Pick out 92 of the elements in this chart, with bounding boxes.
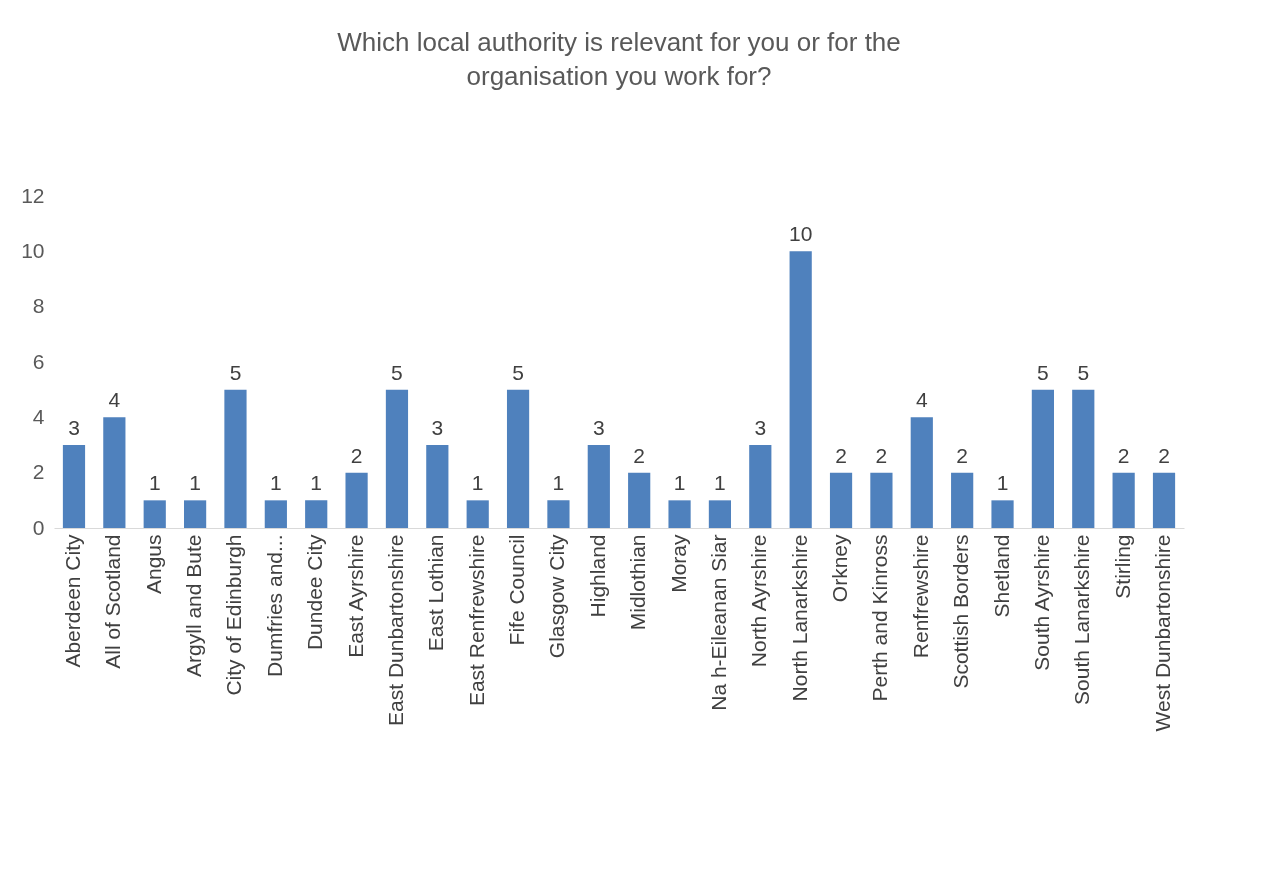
data-label: 5 xyxy=(1037,360,1049,384)
data-label: 5 xyxy=(512,360,524,384)
data-label: 1 xyxy=(189,471,201,495)
x-tick-label: Moray xyxy=(666,534,690,593)
bar xyxy=(1072,389,1095,528)
x-tick-label: Highland xyxy=(585,534,609,618)
y-tick-label: 6 xyxy=(32,349,45,373)
x-tick-label: West Dunbartonshire xyxy=(1151,534,1175,732)
data-label: 1 xyxy=(148,471,161,495)
x-tick-label: East Lothian xyxy=(424,534,448,652)
data-label: 1 xyxy=(310,471,323,495)
x-tick-label: City of Edinburgh xyxy=(222,534,246,696)
bar xyxy=(62,445,86,528)
bar xyxy=(1031,389,1054,528)
bar xyxy=(385,389,409,528)
x-tick-label: Glasgow City xyxy=(545,534,569,659)
data-label: 1 xyxy=(552,471,565,495)
data-label: 1 xyxy=(270,471,282,495)
x-tick-label: Scottish Borders xyxy=(949,534,973,689)
x-tick-label: Fife Council xyxy=(505,534,529,646)
bar xyxy=(1152,472,1176,528)
x-tick-label: East Renfrewshire xyxy=(464,534,488,707)
bar xyxy=(951,472,974,528)
y-tick-label: 8 xyxy=(32,294,45,318)
data-label: 1 xyxy=(996,471,1009,495)
x-tick-label: South Ayrshire xyxy=(1029,534,1053,671)
chart-title: Which local authority is relevant for you or for the organisation you work for? xyxy=(337,27,901,91)
data-label: 4 xyxy=(915,388,928,412)
bar xyxy=(466,500,489,528)
x-tick-label: All of Scotland xyxy=(101,534,125,669)
data-label: 2 xyxy=(1117,443,1130,467)
bar xyxy=(103,417,126,528)
data-label: 3 xyxy=(592,416,605,439)
bar xyxy=(224,389,247,528)
data-label: 1 xyxy=(714,471,726,495)
data-label: 2 xyxy=(956,443,968,467)
x-tick-label: Dumfries and... xyxy=(262,534,286,677)
bar xyxy=(587,445,610,528)
bar xyxy=(426,445,449,528)
x-tick-label: North Ayrshire xyxy=(747,534,771,668)
bar xyxy=(1112,472,1135,528)
y-tick-label: 10 xyxy=(21,238,45,262)
data-label: 4 xyxy=(108,388,121,412)
bar xyxy=(789,251,812,528)
bar xyxy=(829,472,853,528)
x-tick-label: East Dunbartonshire xyxy=(383,534,407,726)
y-tick-label: 0 xyxy=(32,515,45,539)
data-label: 2 xyxy=(633,443,646,467)
x-tick-label: Perth and Kinross xyxy=(868,534,892,702)
x-tick-label: Na h-Eileanan Siar xyxy=(706,534,730,711)
data-label: 5 xyxy=(1077,360,1090,384)
data-label: 1 xyxy=(673,471,686,495)
bar xyxy=(506,389,530,528)
data-label: 10 xyxy=(788,222,813,246)
x-tick-label: Angus xyxy=(141,534,165,595)
bar xyxy=(264,500,287,528)
data-label: 1 xyxy=(471,471,484,495)
data-label: 3 xyxy=(68,416,80,439)
x-tick-label: Aberdeen City xyxy=(60,534,84,668)
data-label: 5 xyxy=(229,360,242,384)
bar xyxy=(345,472,368,528)
data-label: 3 xyxy=(754,416,767,439)
x-tick-label: Stirling xyxy=(1110,534,1134,599)
data-label: 2 xyxy=(1158,443,1170,467)
x-tick-label: East Ayrshire xyxy=(343,534,367,658)
bar xyxy=(628,472,651,528)
y-tick-label: 4 xyxy=(32,404,45,428)
bar xyxy=(547,500,570,528)
data-label: 2 xyxy=(350,443,363,467)
bar xyxy=(749,445,772,528)
data-label: 5 xyxy=(391,360,403,384)
bar xyxy=(143,500,166,528)
bar xyxy=(668,500,691,528)
x-tick-label: Argyll and Bute xyxy=(182,534,206,677)
bar xyxy=(184,500,207,528)
bar xyxy=(305,500,328,528)
y-tick-label: 2 xyxy=(32,460,45,484)
bar xyxy=(708,500,732,528)
data-label: 2 xyxy=(875,443,888,467)
x-tick-label: Dundee City xyxy=(303,534,327,651)
x-tick-label: Midlothian xyxy=(626,534,650,631)
x-tick-label: Orkney xyxy=(828,534,852,603)
x-tick-label: Shetland xyxy=(989,534,1013,618)
x-tick-label: North Lanarkshire xyxy=(787,534,811,702)
x-tick-label: Renfrewshire xyxy=(908,534,932,659)
bar xyxy=(910,417,933,528)
bar xyxy=(991,500,1014,528)
data-label: 2 xyxy=(835,443,847,467)
bar xyxy=(870,472,893,528)
y-tick-label: 12 xyxy=(21,183,45,207)
data-label: 3 xyxy=(431,416,444,439)
x-tick-label: South Lanarkshire xyxy=(1070,534,1094,705)
